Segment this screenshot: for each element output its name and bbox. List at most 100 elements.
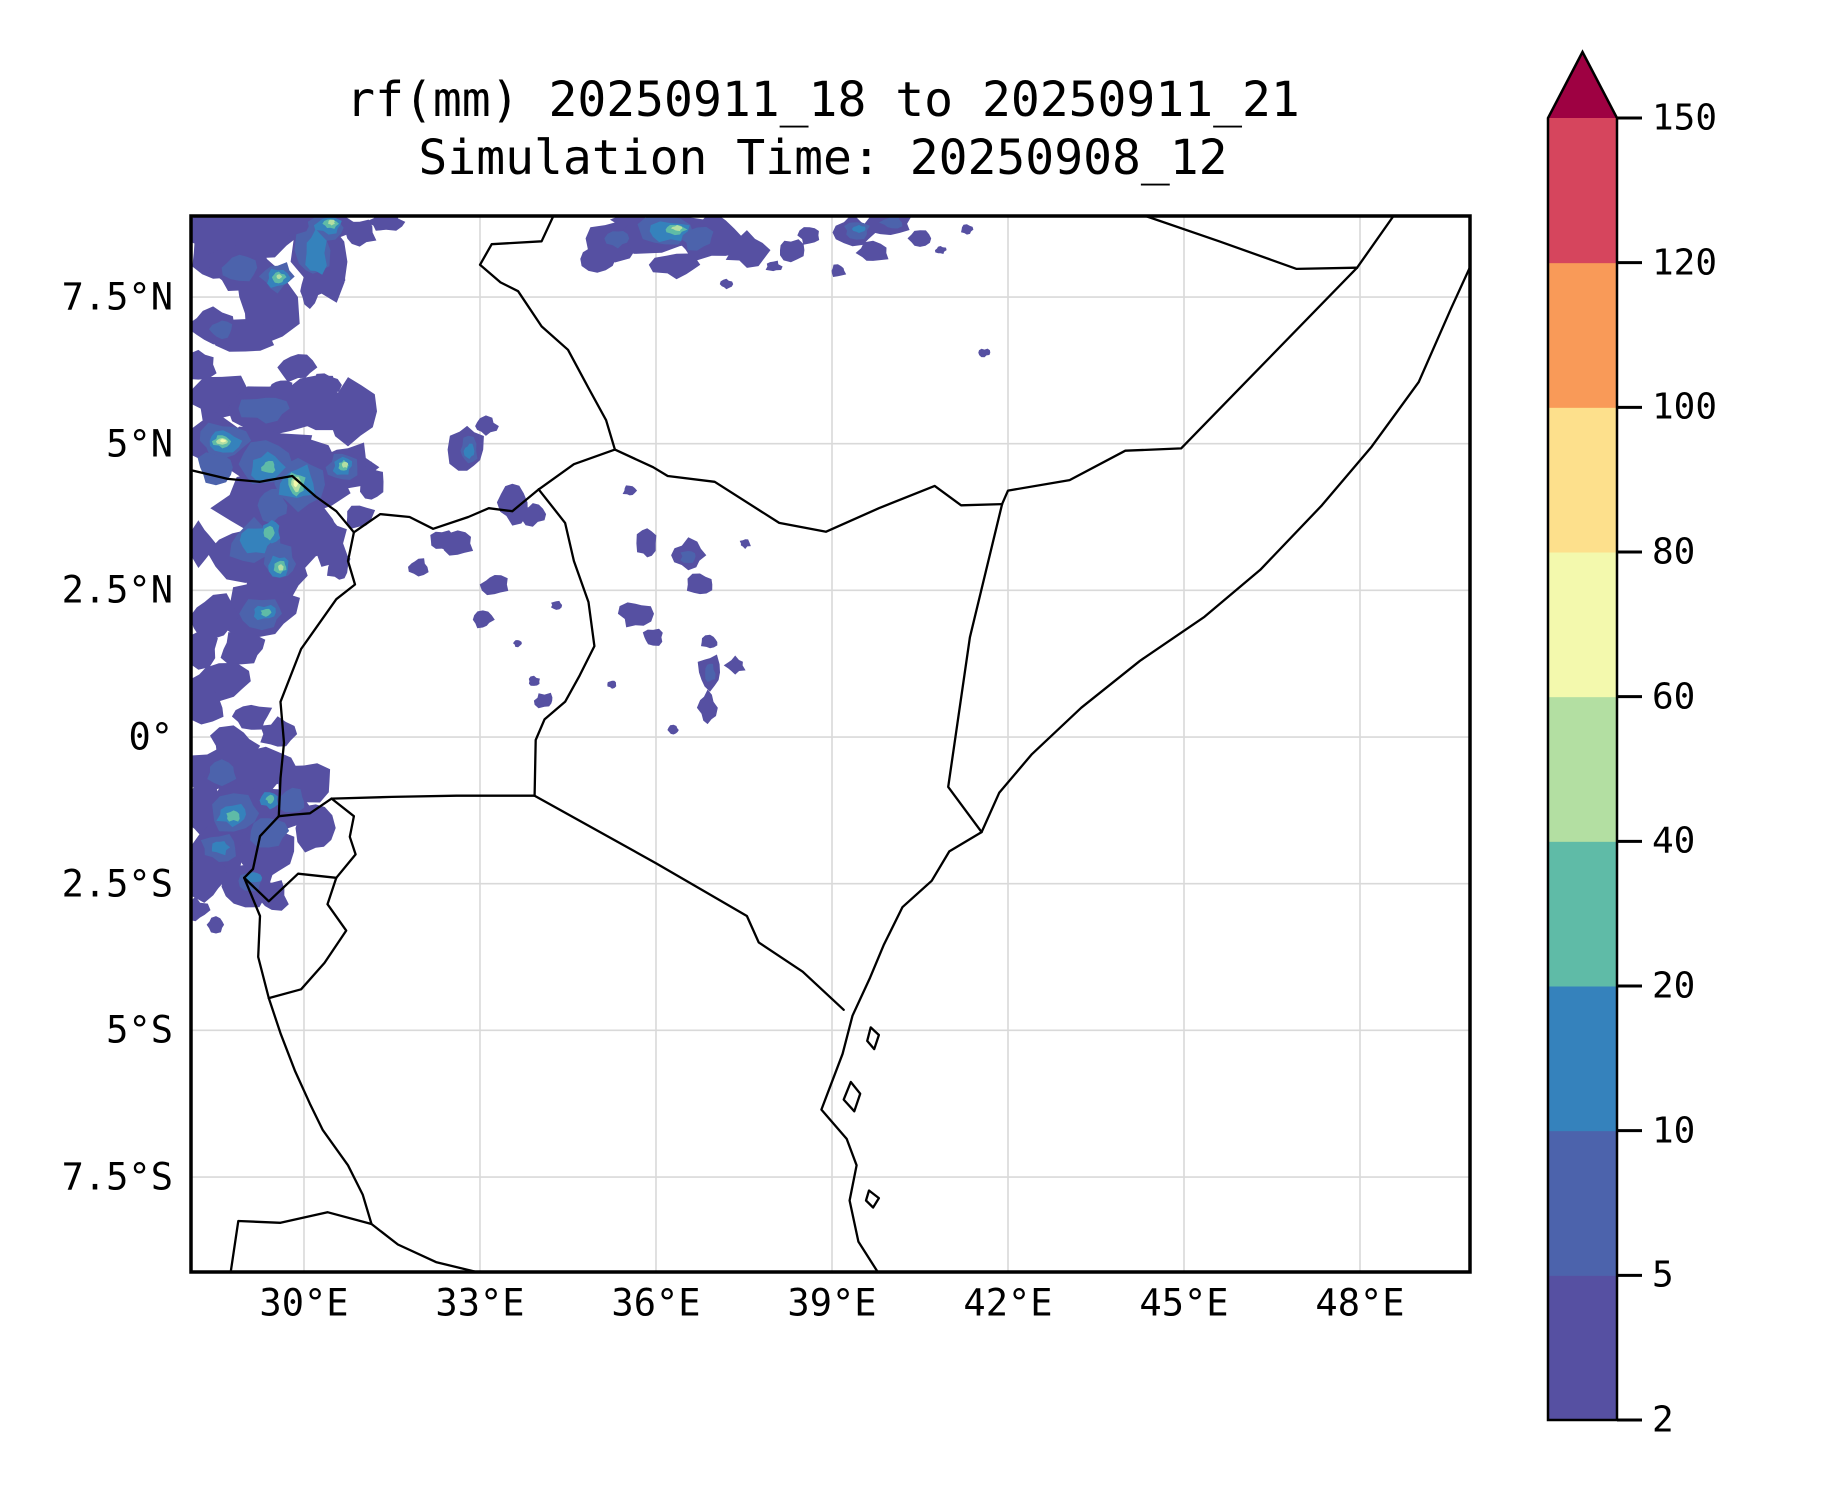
precip-blob-level-4 [278, 564, 284, 571]
border-ethiopia-somalia-ne [1355, 216, 1395, 269]
precip-blob-level-0 [696, 689, 718, 725]
precip-blob-level-1 [257, 488, 288, 524]
border-drc-ssudan [191, 468, 356, 534]
precip-blob-level-4 [670, 225, 683, 231]
precip-blob-level-3 [261, 460, 276, 473]
colorbar-tick-label: 20 [1652, 965, 1696, 1007]
colorbar-tick-label: 10 [1652, 1110, 1696, 1152]
precip-blob-level-2 [305, 229, 327, 275]
x-tick-label: 45°E [1139, 1281, 1229, 1325]
precip-blob-level-4 [328, 219, 335, 226]
border-ethiopia-somaliland [1144, 216, 1359, 271]
y-tick-label: 7.5°S [61, 1155, 173, 1199]
precip-blob-level-2 [851, 224, 866, 233]
precip-blob-level-0 [206, 916, 225, 934]
precip-blob-level-0 [978, 348, 991, 358]
precip-blob-level-1 [238, 397, 290, 424]
precip-blob-level-0 [360, 461, 384, 500]
border-kenya-ethiopia [613, 448, 1004, 533]
precip-blob-level-0 [642, 628, 663, 646]
precip-blob-level-0 [475, 415, 499, 436]
borders-layer [191, 216, 1470, 1272]
precip-blob-level-2 [246, 872, 263, 883]
gridlines [191, 216, 1470, 1272]
precip-blob-level-0 [320, 377, 377, 447]
precip-blob-level-0 [346, 505, 376, 529]
precip-blob-level-0 [686, 573, 713, 595]
colorbar [1548, 116, 1642, 1422]
x-tick-label: 33°E [435, 1281, 525, 1325]
precip-blob-level-0 [701, 634, 718, 649]
precip-blob-level-0 [636, 528, 657, 558]
precip-blob-level-2 [463, 443, 475, 459]
precip-blob-level-1 [221, 254, 258, 282]
border-rwanda-tanzania [330, 797, 357, 879]
precip-blob-level-0 [220, 632, 266, 665]
colorbar-tick-label: 5 [1652, 1254, 1674, 1296]
precip-blob-level-0 [513, 640, 522, 648]
border-uganda-drc [277, 531, 357, 818]
precip-blob-level-0 [667, 724, 679, 735]
colorbar-tick-label: 150 [1652, 97, 1718, 139]
colorbar-segment-40-60 [1548, 696, 1617, 842]
precip-blob-level-3 [265, 794, 275, 804]
border-ethiopia-sudan-ssudan [478, 216, 617, 451]
precip-blob-level-1 [680, 551, 696, 563]
y-tick-label: 5°N [106, 422, 173, 466]
precip-blob-level-0 [191, 691, 224, 725]
precip-blob-level-0 [961, 224, 974, 235]
precip-blob-level-0 [622, 485, 638, 496]
colorbar-tick-label: 100 [1652, 386, 1718, 428]
island-outline [866, 1026, 881, 1051]
precip-blob-level-0 [907, 230, 932, 247]
colorbar-segment-5-10 [1548, 1130, 1617, 1276]
border-burundi-tanzania [267, 876, 348, 1000]
precip-blob-level-0 [231, 704, 273, 730]
precip-blob-level-5 [293, 479, 299, 488]
precip-blob-level-0 [617, 602, 654, 628]
precip-blob-level-0 [277, 354, 318, 383]
colorbar-over-arrow [1548, 52, 1617, 118]
precip-blob-level-0 [528, 675, 540, 686]
y-tick-label: 5°S [106, 1008, 173, 1052]
precip-blob-level-0 [648, 253, 701, 280]
precip-blob-level-0 [479, 575, 509, 596]
border-kenya-tanzania [533, 794, 845, 1011]
x-tick-label: 36°E [611, 1281, 701, 1325]
precip-blob-level-0 [191, 520, 216, 568]
precip-blob-level-1 [879, 216, 903, 229]
precip-blob-level-5 [220, 439, 226, 443]
y-tick-label: 2.5°S [61, 862, 173, 906]
colorbar-tick-label: 60 [1652, 676, 1696, 718]
precip-blob-level-0 [765, 260, 783, 272]
precip-blob-level-1 [604, 231, 630, 249]
precip-blob-level-0 [365, 216, 406, 231]
border-uganda-ssudan [352, 488, 540, 534]
precip-blob-level-0 [607, 680, 617, 689]
colorbar-tick-label: 2 [1652, 1399, 1674, 1441]
precip-blob-level-0 [191, 593, 240, 639]
precip-blob-level-0 [551, 600, 563, 610]
colorbar-outline [1546, 49, 1619, 1422]
precip-blob-level-1 [209, 320, 233, 340]
precip-blob-level-0 [191, 631, 218, 670]
precip-blob-level-0 [191, 896, 211, 922]
colorbar-segment-80-100 [1548, 407, 1617, 553]
precip-blob-level-1 [705, 663, 716, 682]
x-tick-label: 30°E [259, 1281, 349, 1325]
colorbar-segment-100-120 [1548, 262, 1617, 408]
border-uganda-tanzania [330, 794, 536, 800]
precip-blob-level-0 [797, 227, 820, 245]
border-uganda-rwanda [277, 797, 333, 818]
border-ethiopia-somalia [1000, 266, 1359, 506]
precip-blob-level-0 [723, 655, 746, 675]
border-tanzania-drc-lake [267, 996, 373, 1226]
precip-blob-level-0 [191, 349, 217, 380]
border-rwanda-burundi [243, 872, 338, 903]
precip-blob-level-0 [780, 239, 805, 263]
precip-blob-level-0 [472, 610, 495, 629]
precip-blob-level-3 [226, 810, 240, 822]
precip-blob-level-3 [260, 608, 272, 617]
